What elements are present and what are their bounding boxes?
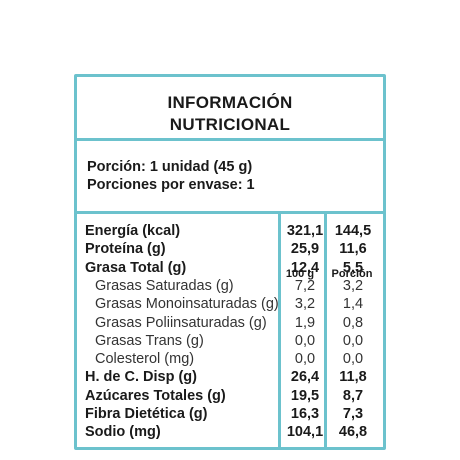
nutrient-name: Grasas Poliinsaturadas (g) <box>95 314 267 331</box>
nutrient-value-100g: 7,2 <box>294 277 316 294</box>
nutrient-row: Energía (kcal) 321,1 144,5 <box>85 223 385 240</box>
nutrient-name: Colesterol (mg) <box>95 351 195 368</box>
nutrient-value-100g: 321,1 <box>286 223 324 239</box>
nutrient-value-portion: 46,8 <box>338 424 368 441</box>
nutrient-value-100g: 0,0 <box>294 351 316 368</box>
divider-header <box>77 211 383 214</box>
nutrient-name: Sodio (mg) <box>85 424 161 441</box>
nutrient-value-portion: 3,2 <box>342 277 364 294</box>
nutrition-label: INFORMACIÓN NUTRICIONAL Porción: 1 unida… <box>74 74 386 450</box>
nutrient-name: Proteína (g) <box>85 241 166 258</box>
nutrient-value-100g: 1,9 <box>294 314 316 331</box>
nutrient-value-100g: 104,1 <box>286 424 324 441</box>
nutrient-row: Azúcares Totales (g) 19,5 8,7 <box>85 388 385 405</box>
nutrient-row: Grasas Saturadas (g) 7,2 3,2 <box>85 278 385 295</box>
nutrient-value-portion: 11,6 <box>339 241 367 258</box>
nutrient-row: H. de C. Disp (g) 26,4 11,8 <box>85 369 385 386</box>
nutrient-name: Azúcares Totales (g) <box>85 387 226 404</box>
column-header-100g: 100 g <box>285 268 315 280</box>
nutrient-value-portion: 11,8 <box>339 369 367 386</box>
nutrient-value-portion: 8,7 <box>342 387 364 404</box>
nutrient-value-portion: 7,3 <box>342 406 364 422</box>
nutrient-value-100g: 0,0 <box>294 332 316 349</box>
nutrient-name: Energía (kcal) <box>85 223 181 239</box>
nutrient-value-100g: 12,4 <box>290 259 320 276</box>
nutrient-row: Sodio (mg) 104,1 46,8 <box>85 424 385 441</box>
nutrient-name: Grasas Saturadas (g) <box>95 277 234 294</box>
nutrient-value-portion: 0,8 <box>342 314 364 331</box>
nutrient-row: Proteína (g) 25,9 11,6 <box>85 241 385 258</box>
nutrient-row: Fibra Dietética (g) 16,3 7,3 <box>85 406 385 423</box>
nutrient-row: Grasas Monoinsaturadas (g) 3,2 1,4 <box>85 296 385 313</box>
nutrient-row: Grasas Trans (g) 0,0 0,0 <box>85 333 385 350</box>
nutrient-value-portion: 0,0 <box>342 351 364 368</box>
label-title-line2: NUTRICIONAL <box>169 115 291 134</box>
nutrient-name: Grasas Trans (g) <box>95 332 204 349</box>
nutrient-name: Fibra Dietética (g) <box>85 406 208 422</box>
nutrient-name: Grasa Total (g) <box>85 259 187 276</box>
label-title-line1: INFORMACIÓN <box>167 93 293 112</box>
nutrient-name: H. de C. Disp (g) <box>85 369 197 386</box>
nutrient-row: Grasa Total (g) 12,4 5,5 <box>85 260 385 277</box>
column-divider-2 <box>324 212 327 447</box>
nutrient-value-portion: 1,4 <box>342 296 364 313</box>
nutrient-value-100g: 19,5 <box>290 387 320 404</box>
column-header-portion: Porción <box>331 268 373 280</box>
serving-size: Porción: 1 unidad (45 g) <box>87 159 253 175</box>
column-divider-1 <box>278 212 281 447</box>
nutrient-name: Grasas Monoinsaturadas (g) <box>95 296 279 313</box>
nutrient-row: Grasas Poliinsaturadas (g) 1,9 0,8 <box>85 315 385 332</box>
nutrient-value-portion: 5,5 <box>342 259 364 276</box>
nutrient-value-100g: 26,4 <box>290 369 320 386</box>
nutrient-row: Colesterol (mg) 0,0 0,0 <box>85 351 385 368</box>
nutrient-value-portion: 0,0 <box>342 332 364 349</box>
nutrient-value-100g: 16,3 <box>290 406 320 422</box>
nutrient-value-100g: 25,9 <box>290 241 320 258</box>
divider-title <box>77 138 383 141</box>
servings-per-package: Porciones por envase: 1 <box>87 177 255 193</box>
nutrient-value-100g: 3,2 <box>294 296 316 313</box>
nutrient-value-portion: 144,5 <box>334 223 372 239</box>
